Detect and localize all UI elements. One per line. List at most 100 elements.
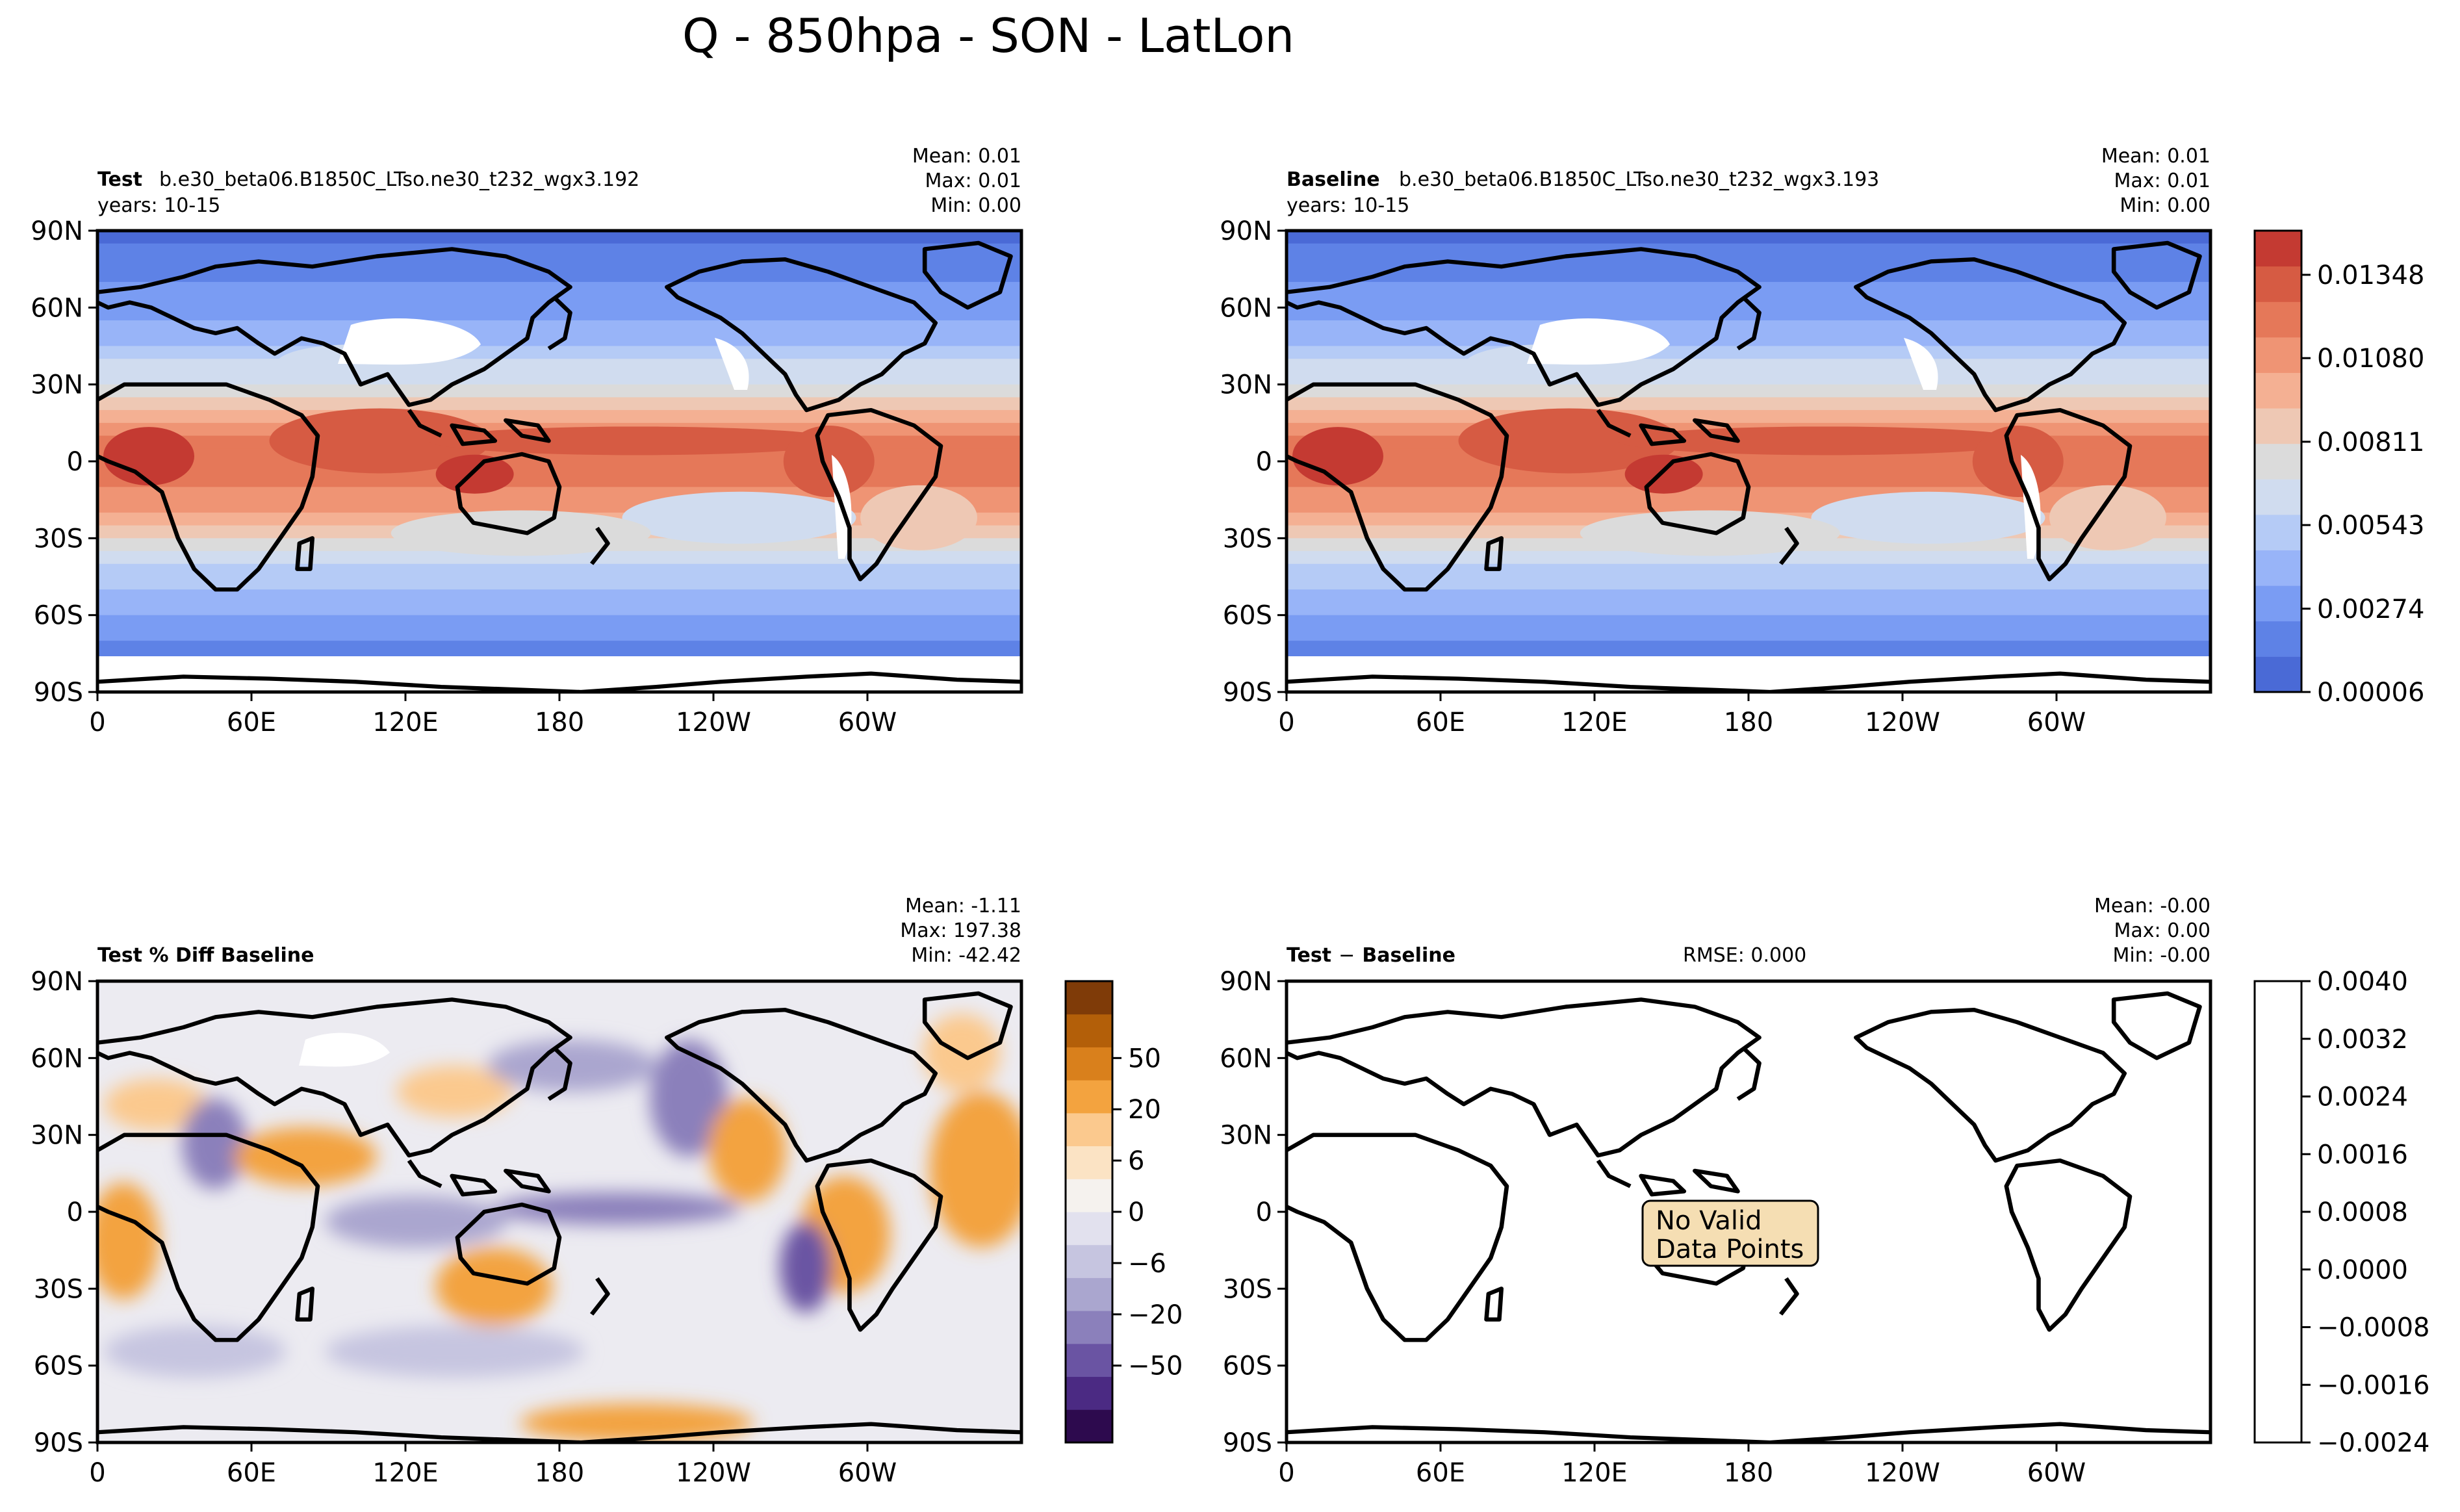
y-tick-label: 60S: [34, 1352, 83, 1381]
colorbar-tick-label: 0.00543: [2317, 511, 2424, 541]
colorbar-swatch: [1066, 1343, 1112, 1377]
y-tick-label: 60N: [31, 1044, 83, 1073]
x-tick-label: 120W: [1865, 1458, 1940, 1488]
panel-pct-diff-min: Min: -42.42: [911, 944, 1021, 967]
lat-band: [97, 551, 1021, 565]
panel-diff-min: Min: -0.00: [2113, 944, 2211, 967]
panel-diff-mean: Mean: -0.00: [2094, 895, 2210, 917]
lat-band: [1287, 243, 2210, 257]
y-tick-label: 90S: [1223, 1428, 1272, 1458]
lat-band: [97, 320, 1021, 334]
colorbar-rdbu-ticks: 0.00006 0.00274 0.00543 0.00811 0.01080 0.013…: [2301, 261, 2424, 708]
colorbar-swatch: [1066, 1244, 1112, 1278]
lat-band: [97, 359, 1021, 372]
colorbar-tick-label: −20: [1128, 1300, 1183, 1330]
colorbar-rdbu-swatches: [2255, 231, 2301, 693]
colorbar-swatch: [2255, 585, 2301, 622]
y-tick-label: 60N: [31, 293, 83, 323]
lat-band: [1287, 307, 2210, 322]
moisture-cell: [1624, 454, 1703, 494]
x-tick-label: 0: [89, 708, 105, 737]
lat-band: [97, 281, 1021, 296]
panel-baseline-years: years: 10-15: [1287, 194, 1409, 217]
lat-band: [97, 576, 1021, 591]
lat-band: [1287, 615, 2210, 629]
lat-band: [97, 641, 1021, 654]
x-axis-baseline: 0 60E 120E 180 120W 60W: [1278, 692, 2086, 737]
y-tick-label: 30S: [34, 1274, 83, 1304]
x-tick-label: 180: [1724, 708, 1773, 737]
y-tick-label: 90N: [1220, 967, 1272, 997]
colorbar-swatch: [2255, 231, 2301, 267]
moisture-cell: [269, 408, 491, 474]
x-tick-label: 60W: [2027, 1458, 2086, 1488]
colorbar-swatch: [2255, 301, 2301, 338]
lat-band: [1287, 281, 2210, 296]
panel-pct-diff-mean: Mean: -1.11: [905, 895, 1021, 917]
y-axis-baseline: 90N 60N 30N 0 30S 60S 90S: [1220, 216, 1287, 708]
lat-band: [97, 397, 1021, 411]
x-tick-label: 0: [1278, 708, 1294, 737]
y-tick-label: 0: [67, 447, 83, 477]
colorbar-tick-label: 0.0000: [2317, 1255, 2408, 1285]
lat-band: [1287, 410, 2210, 424]
map-pct-diff: [97, 981, 1021, 1442]
x-tick-label: 120E: [1561, 708, 1628, 737]
lat-band: [97, 589, 1021, 603]
colorbar-tick-label: 0.00006: [2317, 678, 2424, 708]
x-tick-label: 120W: [676, 1458, 751, 1488]
lat-band: [1287, 602, 2210, 616]
colorbar-swatch: [1066, 1146, 1112, 1179]
y-tick-label: 60S: [34, 601, 83, 631]
y-axis-pct-diff: 90N 60N 30N 0 30S 60S 90S: [31, 967, 97, 1458]
colorbar-tick-label: 20: [1128, 1095, 1161, 1125]
lat-band: [1287, 397, 2210, 411]
panel-diff-label-b: Baseline: [1362, 944, 1455, 967]
panel-diff-max: Max: 0.00: [2114, 919, 2210, 942]
colorbar-swatch: [1066, 1409, 1112, 1443]
panel-test-years: years: 10-15: [97, 194, 220, 217]
colorbar-tick-label: 0: [1128, 1198, 1144, 1227]
colorbar-puor: 50 20 6 0 −6 −20 −50: [1064, 980, 1183, 1444]
colorbar-tick-label: 0.01348: [2317, 261, 2424, 290]
no-data-annotation: No Valid Data Points: [1641, 1199, 1819, 1267]
moisture-cell: [622, 491, 856, 544]
moisture-cell: [1972, 426, 2064, 497]
moisture-cell: [783, 426, 875, 497]
colorbar-tick-label: 50: [1128, 1044, 1161, 1073]
lat-band: [1287, 269, 2210, 283]
y-tick-label: 90N: [1220, 216, 1272, 246]
panel-baseline-max: Max: 0.01: [2114, 170, 2210, 192]
x-tick-label: 60W: [2027, 708, 2086, 737]
x-tick-label: 0: [1278, 1458, 1294, 1488]
y-tick-label: 60N: [1220, 293, 1272, 323]
y-tick-label: 0: [67, 1198, 83, 1227]
lat-band: [1287, 461, 2210, 475]
moisture-cell: [428, 426, 845, 455]
map-test: [97, 231, 1021, 692]
colorbar-swatch: [2255, 656, 2301, 693]
colorbar-tick-label: −6: [1128, 1249, 1166, 1279]
lat-band: [97, 563, 1021, 578]
colorbar-diff-ticks: 0.0040 0.0032 0.0024 0.0016 0.0008 0.0000 −0.0…: [2301, 967, 2429, 1458]
lat-band: [97, 243, 1021, 257]
moisture-cell: [1458, 408, 1680, 474]
colorbar-tick-label: 0.00811: [2317, 428, 2424, 457]
colorbar-swatch: [1066, 1047, 1112, 1081]
panel-baseline-min: Min: 0.00: [2120, 194, 2210, 217]
x-axis-pct-diff: 0 60E 120E 180 120W 60W: [89, 1442, 897, 1488]
colorbar-swatch: [1066, 1212, 1112, 1246]
lat-band: [1287, 563, 2210, 578]
lat-band: [97, 461, 1021, 475]
y-tick-label: 90S: [1223, 678, 1272, 708]
no-data-line-2: Data Points: [1656, 1235, 1804, 1264]
x-tick-label: 120E: [1561, 1458, 1628, 1488]
lat-band: [97, 307, 1021, 322]
y-tick-label: 90S: [34, 678, 83, 708]
y-tick-label: 30S: [34, 524, 83, 554]
colorbar-swatch: [2255, 550, 2301, 586]
colorbar-swatch: [1066, 1376, 1112, 1410]
lat-band: [1287, 576, 2210, 591]
panel-diff-minus: −: [1339, 944, 1355, 967]
x-tick-label: 60W: [838, 1458, 897, 1488]
